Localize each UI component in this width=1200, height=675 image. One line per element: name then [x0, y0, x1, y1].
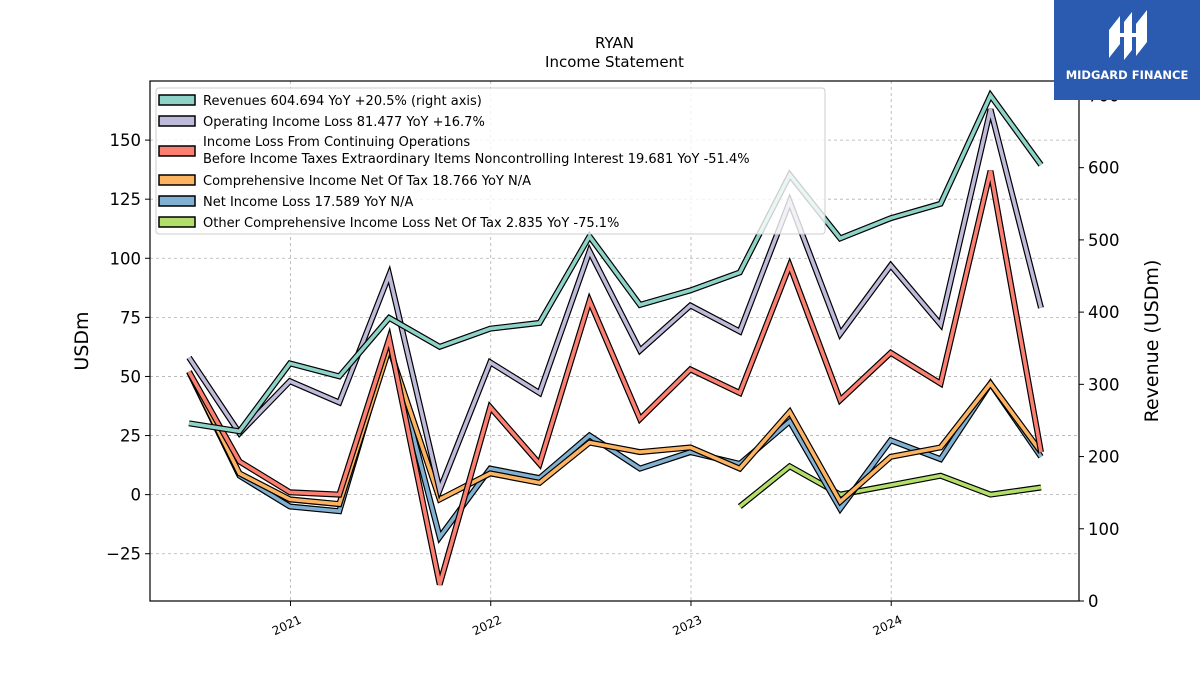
y-tick-label: −25 — [106, 545, 141, 564]
chart-subtitle: Income Statement — [545, 53, 684, 71]
y-tick-label: 0 — [131, 486, 142, 505]
logo-mark-icon — [1109, 10, 1147, 60]
legend: Revenues 604.694 YoY +20.5% (right axis)… — [155, 87, 826, 235]
legend-box — [155, 87, 826, 235]
y2-tick-label: 500 — [1088, 231, 1120, 250]
legend-swatch — [158, 174, 196, 186]
y2-tick-label: 600 — [1088, 159, 1120, 178]
y2-tick-label: 400 — [1088, 303, 1120, 322]
y-axis-label: USDm — [71, 311, 93, 370]
chart-title: RYAN — [595, 34, 634, 52]
series-line — [187, 336, 1043, 542]
y-tick-label: 50 — [120, 367, 141, 386]
x-tick-label: 2024 — [871, 613, 905, 639]
series-line — [187, 170, 1043, 585]
series-5 — [737, 462, 1042, 509]
y2-tick-label: 0 — [1088, 592, 1099, 611]
x-tick-label: 2023 — [670, 613, 704, 639]
y2-tick-label: 200 — [1088, 448, 1120, 467]
series-2 — [186, 170, 1044, 586]
legend-label: Comprehensive Income Net Of Tax 18.766 Y… — [203, 174, 531, 189]
series-4 — [186, 332, 1044, 545]
legend-swatch — [158, 145, 196, 157]
legend-swatch — [158, 94, 196, 106]
y-tick-label: 75 — [120, 308, 141, 327]
y2-axis-label: Revenue (USDm) — [1141, 260, 1163, 423]
legend-label: Operating Income Loss 81.477 YoY +16.7% — [203, 115, 485, 130]
y2-tick-label: 100 — [1088, 520, 1120, 539]
logo-text: MIDGARD FINANCE — [1065, 68, 1189, 82]
y2-tick-label: 300 — [1088, 375, 1120, 394]
y-tick-label: 25 — [120, 427, 141, 446]
plot-frame — [149, 80, 1080, 602]
y-tick-label: 100 — [110, 249, 142, 268]
series-layer — [186, 89, 1044, 586]
y-tick-label: 125 — [110, 190, 142, 209]
series-1 — [186, 108, 1044, 500]
x-tick-label: 2022 — [470, 613, 504, 639]
legend-swatch — [158, 195, 196, 207]
legend-label: Income Loss From Continuing Operations — [203, 135, 470, 150]
series-line — [187, 108, 1043, 496]
legend-label: Revenues 604.694 YoY +20.5% (right axis) — [203, 94, 482, 109]
series-line — [738, 464, 1042, 508]
x-tick-label: 2021 — [270, 613, 304, 639]
series-line — [188, 91, 1043, 434]
legend-label: Other Comprehensive Income Loss Net Of T… — [203, 216, 619, 231]
legend-swatch — [158, 115, 196, 127]
legend-label: Before Income Taxes Extraordinary Items … — [203, 152, 750, 167]
legend-label: Net Income Loss 17.589 YoY N/A — [203, 195, 414, 210]
series-0 — [188, 89, 1044, 435]
y-tick-label: 150 — [110, 131, 142, 150]
legend-swatch — [158, 216, 196, 228]
series-3 — [186, 338, 1044, 508]
logo: MIDGARD FINANCE — [1054, 0, 1200, 100]
series-line — [187, 342, 1043, 507]
